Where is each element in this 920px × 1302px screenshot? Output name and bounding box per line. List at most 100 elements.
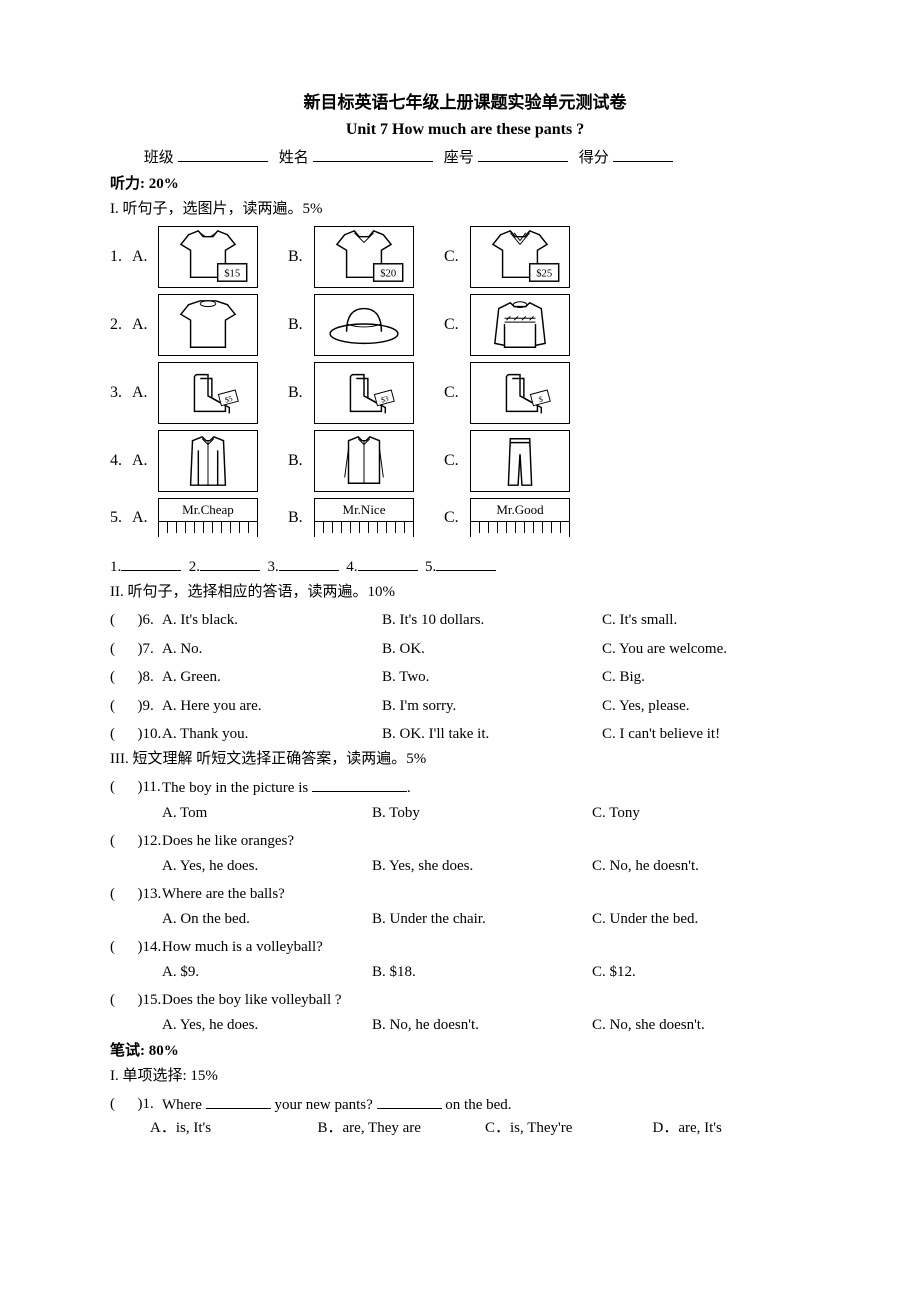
tshirt-icon: $15 bbox=[158, 226, 258, 288]
opt-b: B. Toby bbox=[372, 802, 592, 825]
opt-label: B. bbox=[288, 506, 314, 530]
stem-text: Where bbox=[162, 1097, 206, 1113]
question-15-opts: A. Yes, he does.B. No, he doesn't.C. No,… bbox=[110, 1014, 820, 1037]
opt-b: B. Yes, she does. bbox=[372, 855, 592, 878]
part3-instr: III. 短文理解 听短文选择正确答案，读两遍。5% bbox=[110, 748, 820, 771]
blank-num: 2. bbox=[189, 556, 200, 579]
question-10: ( )10.A. Thank you.B. OK. I'll take it.C… bbox=[110, 723, 820, 746]
store-name: Mr.Nice bbox=[314, 498, 414, 522]
stem-blank[interactable] bbox=[206, 1093, 271, 1109]
answer-blank[interactable] bbox=[121, 555, 181, 571]
written-part1-instr: I. 单项选择: 15% bbox=[110, 1065, 820, 1088]
opt-a: A. Yes, he does. bbox=[162, 855, 372, 878]
class-blank[interactable] bbox=[178, 146, 268, 162]
pic-row-3: 3. A. $5 B. $3 C. $ bbox=[110, 362, 820, 424]
opt-a: A. It's black. bbox=[162, 609, 382, 632]
pic-row-1: 1. A. $15 B. $20 C. $25 bbox=[110, 226, 820, 288]
main-title: 新目标英语七年级上册课题实验单元测试卷 bbox=[110, 90, 820, 116]
written-heading: 笔试: 80% bbox=[110, 1040, 820, 1063]
opt-label: C. bbox=[444, 506, 470, 530]
question-13-opts: A. On the bed.B. Under the chair.C. Unde… bbox=[110, 908, 820, 931]
svg-text:$20: $20 bbox=[380, 268, 396, 279]
class-label: 班级 bbox=[144, 147, 174, 170]
opt-label: A. bbox=[132, 381, 158, 405]
store-name: Mr.Cheap bbox=[158, 498, 258, 522]
part2-instr: II. 听句子，选择相应的答语，读两遍。10% bbox=[110, 581, 820, 604]
pic-row-2: 2. A. B. C. bbox=[110, 294, 820, 356]
opt-a: A. Green. bbox=[162, 666, 382, 689]
answer-blank[interactable] bbox=[200, 555, 260, 571]
sub-title: Unit 7 How much are these pants ? bbox=[110, 118, 820, 142]
seat-blank[interactable] bbox=[478, 146, 568, 162]
row-num: 2. bbox=[110, 313, 132, 337]
opt-c: C. No, he doesn't. bbox=[592, 855, 820, 878]
boot-icon: $5 bbox=[158, 362, 258, 424]
stem-blank[interactable] bbox=[377, 1093, 442, 1109]
opt-a: A. $9. bbox=[162, 961, 372, 984]
shirt-icon bbox=[314, 430, 414, 492]
pants-icon bbox=[470, 430, 570, 492]
question-7: ( )7. A. No.B. OK.C. You are welcome. bbox=[110, 638, 820, 661]
blank-num: 5. bbox=[425, 556, 436, 579]
stem-text: . bbox=[407, 780, 411, 796]
answer-blank[interactable] bbox=[436, 555, 496, 571]
store-name: Mr.Good bbox=[470, 498, 570, 522]
opt-c: C. Yes, please. bbox=[602, 695, 820, 718]
opt-label: C. bbox=[444, 313, 470, 337]
opt-b: B. OK. I'll take it. bbox=[382, 723, 602, 746]
question-9: ( )9. A. Here you are.B. I'm sorry.C. Ye… bbox=[110, 695, 820, 718]
stem-text: Does he like oranges? bbox=[162, 830, 820, 853]
opt-label: C. bbox=[444, 449, 470, 473]
boot-icon: $ bbox=[470, 362, 570, 424]
opt-a: A. On the bed. bbox=[162, 908, 372, 931]
opt-c: C. Big. bbox=[602, 666, 820, 689]
pic-row-5: 5. A. Mr.Cheap B. Mr.Nice C. Mr.Good bbox=[110, 498, 820, 537]
opt-d: D．are, It's bbox=[653, 1117, 821, 1140]
opt-a: A. Yes, he does. bbox=[162, 1014, 372, 1037]
question-6: ( )6. A. It's black.B. It's 10 dollars.C… bbox=[110, 609, 820, 632]
stem-text: Does the boy like volleyball ? bbox=[162, 989, 820, 1012]
pic-row-4: 4. A. B. C. bbox=[110, 430, 820, 492]
score-blank[interactable] bbox=[613, 146, 673, 162]
row-num: 4. bbox=[110, 449, 132, 473]
row-num: 3. bbox=[110, 381, 132, 405]
opt-label: C. bbox=[444, 381, 470, 405]
opt-label: A. bbox=[132, 245, 158, 269]
question-15: ( )15. Does the boy like volleyball ? bbox=[110, 989, 820, 1012]
opt-c: C. $12. bbox=[592, 961, 820, 984]
opt-c: C. Under the bed. bbox=[592, 908, 820, 931]
row-num: 1. bbox=[110, 245, 132, 269]
opt-a: A．is, It's bbox=[150, 1117, 318, 1140]
store-icon: Mr.Cheap bbox=[158, 498, 258, 537]
part1-instr: I. 听句子，选图片，读两遍。5% bbox=[110, 198, 820, 221]
opt-c: C. You are welcome. bbox=[602, 638, 820, 661]
question-8: ( )8. A. Green.B. Two.C. Big. bbox=[110, 666, 820, 689]
written-q1: ( )1. Where your new pants? on the bed. bbox=[110, 1093, 820, 1117]
sweater-icon bbox=[470, 294, 570, 356]
answer-blank[interactable] bbox=[358, 555, 418, 571]
opt-a: A. No. bbox=[162, 638, 382, 661]
opt-a: A. Here you are. bbox=[162, 695, 382, 718]
stem-text: on the bed. bbox=[442, 1097, 512, 1113]
opt-label: B. bbox=[288, 449, 314, 473]
opt-b: B. Two. bbox=[382, 666, 602, 689]
question-13: ( )13. Where are the balls? bbox=[110, 883, 820, 906]
opt-b: B. Under the chair. bbox=[372, 908, 592, 931]
answer-blank[interactable] bbox=[279, 555, 339, 571]
opt-a: A. Thank you. bbox=[162, 723, 382, 746]
opt-label: A. bbox=[132, 449, 158, 473]
opt-b: B. No, he doesn't. bbox=[372, 1014, 592, 1037]
coat-icon bbox=[158, 430, 258, 492]
opt-c: C. No, she doesn't. bbox=[592, 1014, 820, 1037]
store-icon: Mr.Nice bbox=[314, 498, 414, 537]
name-label: 姓名 bbox=[279, 147, 309, 170]
tshirt-icon: $20 bbox=[314, 226, 414, 288]
store-icon: Mr.Good bbox=[470, 498, 570, 537]
question-11-opts: A. TomB. TobyC. Tony bbox=[110, 802, 820, 825]
listening-heading: 听力: 20% bbox=[110, 173, 820, 196]
stem-text: The boy in the picture is bbox=[162, 780, 312, 796]
name-blank[interactable] bbox=[313, 146, 433, 162]
seat-label: 座号 bbox=[444, 147, 474, 170]
opt-label: B. bbox=[288, 245, 314, 269]
stem-blank[interactable] bbox=[312, 776, 407, 792]
